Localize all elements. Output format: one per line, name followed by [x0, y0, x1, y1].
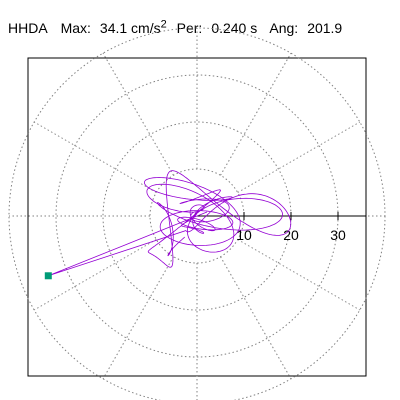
polar-grid — [8, 27, 386, 400]
grid-spoke-120 — [102, 52, 174, 176]
per-value: 0.240 s — [211, 19, 258, 36]
ang-value: 201.9 — [307, 19, 343, 36]
grid-spoke-150 — [33, 121, 157, 193]
radial-tick-label-20: 20 — [283, 227, 299, 243]
max-label: Max: — [60, 19, 91, 36]
max-marker — [44, 272, 52, 280]
grid-spoke-60 — [220, 52, 292, 176]
grid-spoke-30 — [237, 121, 361, 193]
radial-tick-label-10: 10 — [236, 227, 252, 243]
chart-header: HHDA Max: 34.1 cm/s2 Per: 0.240 s Ang: 201.… — [8, 18, 351, 36]
ang-label: Ang: — [269, 19, 299, 36]
per-label: Per: — [176, 19, 203, 36]
orbit-path — [48, 170, 292, 277]
axes: 10 20 30 — [197, 212, 366, 243]
radial-tick-label-30: 30 — [330, 227, 346, 243]
orbit-trace — [48, 170, 292, 277]
grid-spoke-300 — [220, 256, 292, 380]
grid-spoke-330 — [237, 239, 361, 311]
max-point-marker — [44, 272, 52, 280]
max-value: 34.1 cm/s2 — [99, 18, 167, 36]
component-name: HHDA — [8, 19, 48, 36]
grid-spoke-240 — [102, 256, 174, 380]
